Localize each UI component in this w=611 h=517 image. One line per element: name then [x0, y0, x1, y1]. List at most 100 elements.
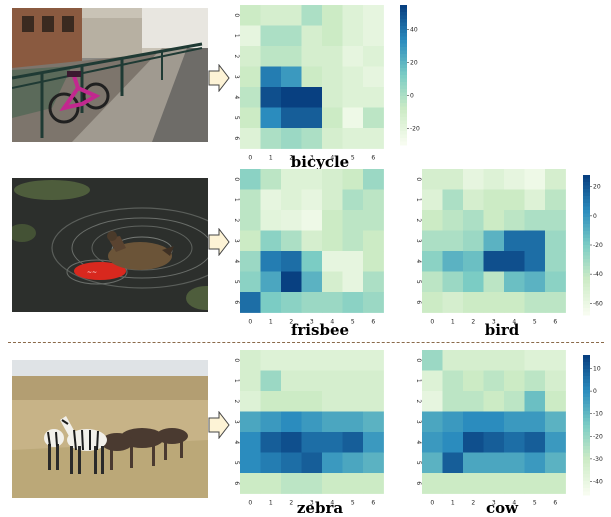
heatmap-cell-3-2 [463, 230, 484, 252]
heatmap-cell-3-6 [363, 411, 384, 433]
x-tick-label: 5 [533, 319, 537, 326]
colorbar-segment [583, 393, 590, 398]
heatmap-svg: 0 0 1 1 2 2 3 3 4 4 5 5 6 6 [415, 169, 566, 326]
colorbar-segment [583, 446, 590, 450]
colorbar-segment [583, 421, 590, 426]
heatmap-cell-1-0 [240, 25, 261, 47]
colorbar-segment [400, 64, 407, 69]
arrow-right-icon [208, 64, 230, 92]
heatmap-cell-0-5 [524, 350, 546, 371]
x-tick-label: 2 [471, 500, 475, 507]
heatmap-cell-2-3 [301, 210, 323, 231]
heatmap-cell-6-6 [363, 473, 384, 494]
heatmap-cell-1-3 [301, 189, 323, 211]
heatmap-cell-2-0 [422, 210, 443, 231]
colorbar-segment [583, 442, 590, 447]
heatmap-cell-2-5 [342, 391, 364, 412]
colorbar-segment [400, 75, 407, 79]
heatmap-cell-1-4 [322, 189, 343, 211]
colorbar-segment [400, 40, 407, 44]
heatmap-cell-5-6 [545, 271, 566, 293]
heatmap-cell-0-5 [342, 169, 364, 190]
x-tick-label: 3 [310, 155, 314, 162]
colorbar-segment [400, 26, 407, 30]
x-tick-label: 1 [451, 500, 455, 507]
heatmap-cell-4-1 [260, 251, 282, 272]
y-tick-label: 1 [415, 379, 422, 383]
heatmap-cell-5-3 [301, 107, 323, 129]
colorbar-segment [583, 175, 590, 179]
heatmap-cell-3-0 [240, 66, 261, 88]
colorbar-segment [400, 5, 407, 9]
colorbar-segment [583, 304, 590, 309]
heatmap-cell-6-6 [545, 473, 566, 494]
colorbar-segment [583, 210, 590, 214]
heatmap-cell-2-2 [281, 391, 302, 412]
y-tick-label: 0 [233, 13, 240, 17]
colorbar-segment [583, 301, 590, 305]
colorbar-tick-label: 10 [593, 366, 601, 373]
x-tick-label: 6 [371, 155, 375, 162]
colorbar-tick-label: 0 [410, 93, 414, 100]
heatmap-cell-1-4 [322, 370, 343, 392]
y-tick-label: 5 [415, 461, 422, 465]
heatmap-cell-0-1 [260, 5, 282, 26]
heatmap-cell-3-5 [342, 66, 364, 88]
heatmap-cell-5-5 [342, 452, 364, 474]
heatmap-svg: 0 0 1 1 2 2 3 3 4 4 5 5 6 6 [233, 5, 384, 162]
heatmap-cell-4-4 [504, 432, 525, 453]
x-tick-label: 0 [248, 500, 252, 507]
colorbar-segment [583, 269, 590, 274]
heatmap-cell-1-6 [363, 189, 384, 211]
heatmap-cell-1-1 [442, 370, 464, 392]
heatmap-cell-6-5 [342, 473, 364, 494]
y-tick-label: 3 [233, 420, 240, 424]
colorbar-segment [583, 488, 590, 492]
heatmap-cell-5-2 [281, 452, 302, 474]
duck-frisbee-photo-icon: ~~ [12, 178, 208, 312]
colorbar-bicycle: 40 20 0 -20 [400, 5, 428, 153]
heatmap-cell-6-3 [301, 473, 323, 494]
colorbar-segment [400, 110, 407, 114]
heatmap-cell-1-5 [524, 370, 546, 392]
colorbar-segment [583, 365, 590, 370]
heatmap-cell-0-0 [422, 169, 443, 190]
x-tick-label: 6 [553, 319, 557, 326]
heatmap-cell-2-5 [524, 210, 546, 231]
heatmap-cell-3-4 [504, 411, 525, 433]
colorbar-segment [583, 477, 590, 482]
heatmap-cell-6-4 [322, 128, 343, 149]
colorbar-segment [583, 376, 590, 380]
heatmap-cell-0-2 [281, 5, 302, 26]
heatmap-cell-0-6 [363, 350, 384, 371]
colorbar-segment [583, 397, 590, 401]
heatmap-cell-5-6 [363, 271, 384, 293]
colorbar-segment [583, 217, 590, 221]
heatmap-cell-0-2 [281, 350, 302, 371]
y-tick-label: 2 [233, 54, 240, 58]
heatmap-cell-3-1 [442, 230, 464, 252]
heatmap-cell-1-3 [483, 189, 505, 211]
colorbar-segment [583, 178, 590, 183]
heatmap-cell-0-5 [342, 5, 364, 26]
heatmap-cell-1-1 [260, 25, 282, 47]
colorbar-segment [400, 82, 407, 86]
colorbar-segment [583, 474, 590, 478]
heatmap-cell-2-6 [363, 210, 384, 231]
heatmap-cell-5-0 [422, 452, 443, 474]
heatmap-cell-4-4 [322, 87, 343, 108]
heatmap-cell-4-1 [260, 87, 282, 108]
heatmap-cell-1-3 [483, 370, 505, 392]
heatmap-cell-2-4 [322, 391, 343, 412]
heatmap-cell-4-1 [442, 432, 464, 453]
colorbar-segment [583, 185, 590, 190]
x-tick-label: 3 [492, 500, 496, 507]
colorbar-segment [583, 192, 590, 197]
heatmap-cell-4-6 [363, 87, 384, 108]
heatmap-cell-4-5 [342, 432, 364, 453]
heatmap-cell-6-4 [504, 292, 525, 313]
colorbar-segment [583, 390, 590, 394]
colorbar-segment [400, 15, 407, 20]
colorbar-segment [400, 33, 407, 37]
arrow-right-icon [208, 228, 230, 256]
